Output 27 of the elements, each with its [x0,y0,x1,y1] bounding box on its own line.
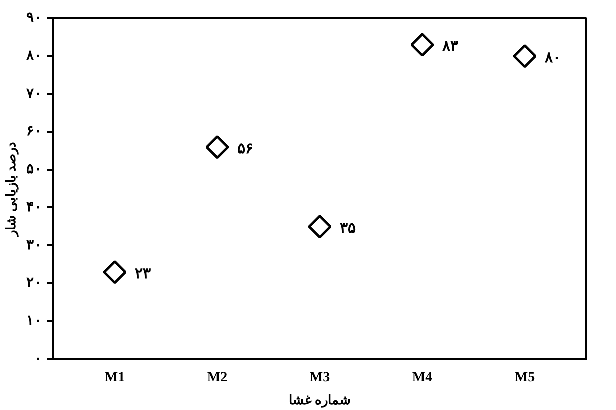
x-tick-label: M2 [207,370,228,386]
y-tick-label: ۶۰ [26,124,42,140]
data-label: ۵۶ [238,141,254,158]
y-tick-label: ۲۰ [26,276,42,292]
data-label: ۲۳ [135,266,151,282]
y-axis-title: درصد بازیابی شار [4,142,20,238]
point [103,260,127,284]
y-tick-label: ۸۰ [26,48,42,64]
y-tick-label: ۵۰ [26,162,42,178]
y-tick-label: ۹۰ [26,11,42,26]
x-tick-label: M1 [104,370,126,386]
y-tick-label: ۱۰ [26,314,42,330]
y-tick-label: ۰ [34,352,42,367]
x-tick-label: M4 [412,370,433,386]
point [513,44,537,68]
y-tick-label: ۷۰ [26,86,42,102]
data-label: ۸۳ [442,39,458,56]
point [410,33,434,57]
point [206,135,230,160]
data-label: ۸۰ [544,50,561,66]
point [308,215,332,239]
data-label: ۳۵ [340,220,356,237]
x-tick-label: M5 [514,370,536,386]
y-tick-label: ۳۰ [26,238,42,254]
x-axis-title: شماره غشا [288,392,352,408]
y-tick-label: ۴۰ [26,200,42,216]
x-tick-label: M3 [310,370,330,386]
